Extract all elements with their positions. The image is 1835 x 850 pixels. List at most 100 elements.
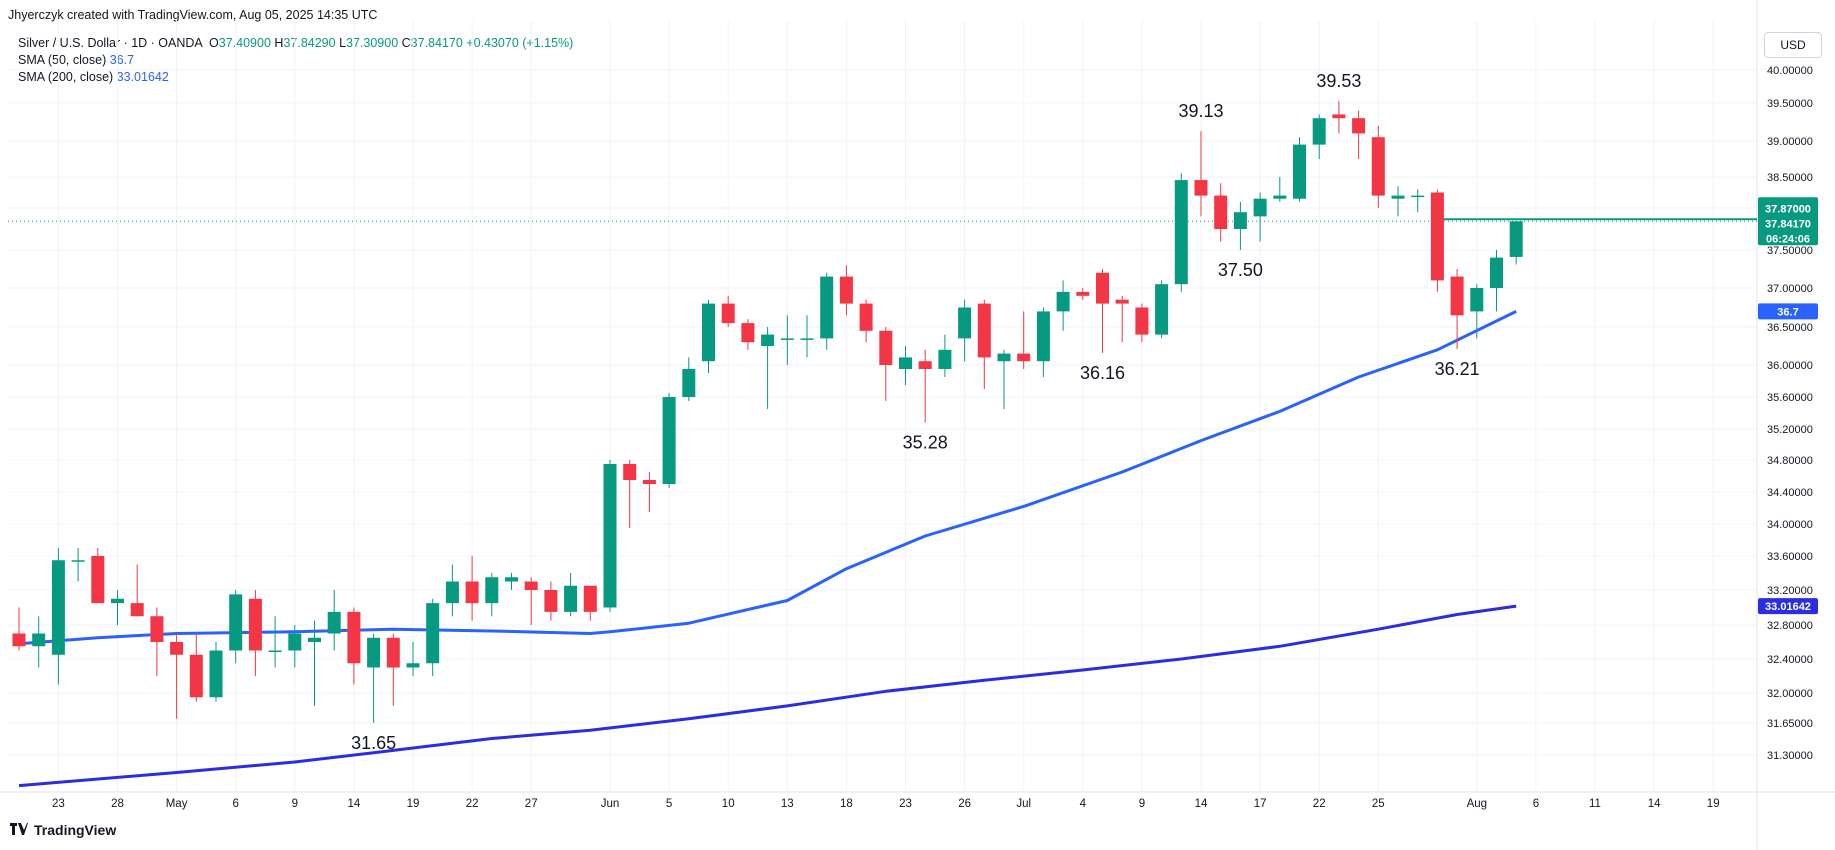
candle (544, 581, 558, 621)
candle-body (1411, 195, 1425, 198)
candle-body (465, 581, 479, 604)
candle-body (347, 611, 361, 664)
candle-body (702, 303, 715, 362)
candle (1155, 280, 1169, 339)
candle-body (209, 650, 223, 698)
candle (1056, 280, 1070, 331)
time-tick-label: 14 (348, 798, 361, 810)
candle-body (229, 594, 243, 651)
candle-body (308, 637, 321, 642)
time-tick-label: 17 (1254, 798, 1267, 810)
candle (150, 607, 164, 676)
chart-credit: Jhyerczyk created with TradingView.com, … (8, 8, 378, 22)
time-tick-label: 23 (899, 798, 912, 810)
price-annotation: 31.65 (351, 733, 396, 753)
candle (229, 590, 243, 664)
candle (91, 548, 105, 604)
legend-sma50[interactable]: SMA (50, close) 36.7 (18, 53, 135, 67)
candle (1076, 288, 1090, 300)
price-tick-label: 40.00000 (1767, 65, 1813, 77)
price-tick-label: 34.00000 (1767, 519, 1813, 531)
candle-body (977, 303, 991, 358)
candle-body (603, 464, 617, 608)
time-tick-label: 19 (1707, 798, 1720, 810)
time-tick-label: May (166, 798, 188, 810)
time-tick-label: 5 (666, 798, 672, 810)
time-tick-label: 19 (407, 798, 420, 810)
candle-body (800, 338, 814, 340)
time-tick-label: 14 (1648, 798, 1661, 810)
candle (406, 642, 420, 676)
candle (248, 590, 262, 676)
sma200-price-label: 33.01642 (1765, 601, 1811, 613)
candle-body (386, 637, 400, 668)
candle-body (623, 464, 637, 480)
candle-body (820, 276, 834, 339)
time-tick-label: 23 (52, 798, 65, 810)
candle-body (327, 611, 341, 634)
candle (1036, 307, 1050, 377)
candle (682, 357, 696, 401)
candle-body (505, 577, 518, 582)
legend-sma200[interactable]: SMA (200, close) 33.01642 (18, 70, 169, 84)
candle-body (899, 357, 912, 369)
price-annotation: 35.28 (903, 433, 948, 453)
candle (721, 295, 735, 327)
price-tick-label: 37.00000 (1767, 283, 1813, 295)
candle (1293, 137, 1306, 202)
symbol-title: Silver / U.S. Dollar · 1D · OANDA (18, 36, 203, 50)
candle (1233, 201, 1247, 250)
time-tick-label: 28 (111, 798, 124, 810)
candle (524, 577, 538, 625)
time-tick-label: 25 (1372, 798, 1385, 810)
candle (1371, 125, 1385, 208)
price-tick-label: 36.00000 (1767, 360, 1813, 372)
price-tick-label: 32.00000 (1767, 688, 1813, 700)
currency-button[interactable]: USD (1764, 32, 1822, 58)
candle-body (1017, 353, 1031, 362)
candle-body (1233, 212, 1247, 229)
candle-body (1293, 144, 1306, 199)
candle-body (367, 637, 381, 668)
high-price-label: 37.87000 (1765, 203, 1811, 215)
candle (780, 315, 794, 365)
candle (308, 620, 321, 706)
tradingview-brand: TradingView (34, 822, 117, 838)
time-tick-label: 6 (232, 798, 238, 810)
candle-body (32, 633, 46, 647)
price-tick-label: 34.40000 (1767, 487, 1813, 499)
candle (1430, 189, 1444, 292)
candle (327, 590, 341, 651)
candle-body (12, 633, 26, 647)
candle-body (1430, 192, 1444, 281)
legend-symbol-row[interactable]: Silver / U.S. Dollar · 1D · OANDA O37.40… (18, 35, 573, 52)
candle (268, 616, 282, 668)
candle-body (1470, 288, 1484, 312)
candle (1017, 311, 1031, 369)
candle (445, 564, 459, 617)
candle (1470, 284, 1484, 339)
tradingview-logo-icon (10, 822, 28, 838)
candle-body (839, 276, 853, 304)
candle-body (1214, 195, 1228, 229)
candle (1194, 131, 1208, 217)
candle-body (859, 303, 873, 331)
time-tick-label: 22 (1313, 798, 1326, 810)
time-tick-label: 14 (1195, 798, 1208, 810)
time-tick-label: 9 (292, 798, 298, 810)
price-annotation: 37.50 (1218, 260, 1263, 280)
candle (32, 616, 46, 668)
candle-body (1135, 307, 1149, 335)
sma200-line (18, 604, 1517, 788)
candle-body (1273, 195, 1287, 199)
price-annotation: 36.16 (1080, 363, 1125, 383)
candle-body (189, 654, 203, 698)
candle-body (150, 616, 164, 642)
candle-body (1155, 284, 1169, 335)
candle-body (741, 323, 755, 343)
price-annotation: 39.13 (1178, 101, 1223, 121)
candle-body (544, 590, 558, 612)
candle (386, 633, 400, 706)
candle (997, 349, 1011, 409)
